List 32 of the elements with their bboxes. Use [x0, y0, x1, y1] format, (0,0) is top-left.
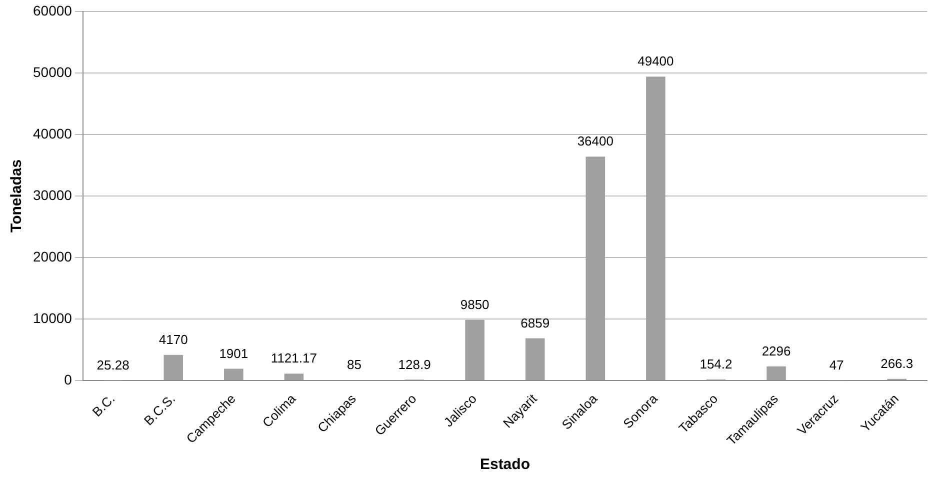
bar — [646, 76, 666, 380]
bar — [284, 374, 304, 380]
data-label: 49400 — [638, 54, 674, 69]
y-tick-label: 60000 — [32, 2, 72, 18]
y-tick-label: 40000 — [32, 125, 72, 142]
y-tick-label: 50000 — [32, 64, 72, 80]
y-axis-title: Toneladas — [8, 159, 26, 232]
y-tick-label: 10000 — [32, 310, 72, 326]
data-label: 4170 — [158, 332, 188, 347]
bar — [586, 156, 606, 380]
bar — [164, 354, 184, 380]
bar — [766, 366, 786, 380]
y-tick-label: 0 — [64, 371, 72, 388]
bar — [465, 320, 484, 380]
data-label: 154.2 — [700, 356, 732, 372]
data-label: 9850 — [460, 296, 490, 312]
data-label: 36400 — [577, 134, 614, 149]
x-axis-title: Estado — [480, 456, 530, 474]
data-label: 6859 — [520, 315, 550, 330]
data-label: 1901 — [219, 346, 248, 361]
data-label: 266.3 — [880, 356, 914, 371]
y-tick-label: 30000 — [32, 186, 72, 203]
y-tick-label: 20000 — [32, 248, 72, 264]
bar — [525, 338, 545, 380]
data-label: 25.28 — [96, 357, 130, 372]
data-label: 1121.17 — [270, 350, 317, 366]
x-tick-label: B.C. — [89, 391, 118, 420]
data-label: 2296 — [762, 343, 791, 358]
data-label: 85 — [347, 357, 362, 372]
bar — [224, 368, 244, 380]
data-label: 47 — [829, 357, 844, 372]
data-label: 128.9 — [398, 356, 431, 372]
